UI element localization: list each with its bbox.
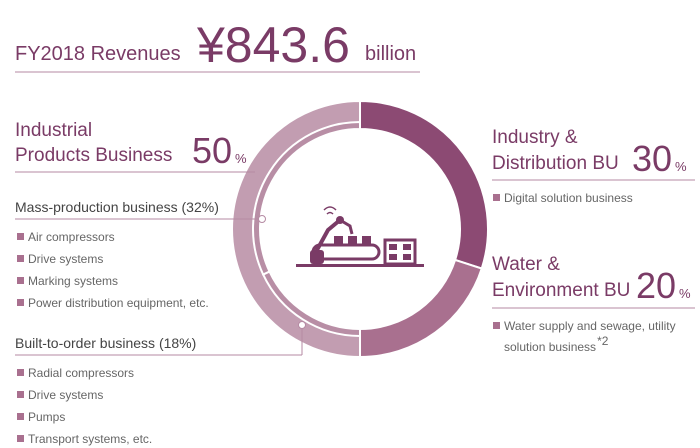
detail: Digital solution business [504, 191, 633, 205]
segment-label: Distribution BU [492, 153, 619, 174]
footnote: *2 [597, 334, 609, 348]
bullet [493, 194, 500, 201]
item: Radial compressors [28, 366, 134, 380]
connector-dot [298, 321, 306, 329]
bullet [17, 413, 24, 420]
unit: % [235, 151, 247, 166]
bullet [17, 391, 24, 398]
segment-label: Water & [492, 254, 560, 275]
bullet [17, 369, 24, 376]
donut-segment [231, 99, 361, 359]
bullet [493, 322, 500, 329]
segment-value: 50 [192, 130, 232, 171]
total: ¥843.6 [196, 17, 350, 73]
item: Drive systems [28, 388, 103, 402]
bullet [17, 435, 24, 442]
donut-segment [359, 258, 483, 359]
unit: % [679, 286, 691, 301]
item: Air compressors [28, 230, 115, 244]
total-unit: billion [365, 43, 416, 65]
item: Power distribution equipment, etc. [28, 296, 209, 310]
item: Drive systems [28, 252, 103, 266]
segment-label: Industrial [15, 120, 92, 141]
factory-icon [296, 206, 424, 267]
unit: % [675, 159, 687, 174]
item: Marking systems [28, 274, 118, 288]
bullet [17, 233, 24, 240]
bullet [17, 299, 24, 306]
item: Transport systems, etc. [28, 432, 152, 446]
donut-segment [359, 99, 489, 270]
bullet [17, 255, 24, 262]
sub-segment [252, 120, 361, 276]
sub-segment-name: Mass-production business (32%) [15, 199, 219, 215]
bullet [17, 277, 24, 284]
segment-value: 20 [636, 265, 676, 306]
title: FY2018 Revenues [15, 43, 181, 65]
segment-label: Environment BU [492, 280, 630, 301]
segment-label: Products Business [15, 145, 172, 166]
detail: solution business [504, 340, 596, 354]
connector-dot [258, 215, 266, 223]
detail: Water supply and sewage, utility [504, 319, 676, 333]
segment-value: 30 [632, 138, 672, 179]
item: Pumps [28, 410, 65, 424]
segment-label: Industry & [492, 127, 578, 148]
sub-segment-name: Built-to-order business (18%) [15, 335, 196, 351]
sub-segment [261, 270, 361, 338]
